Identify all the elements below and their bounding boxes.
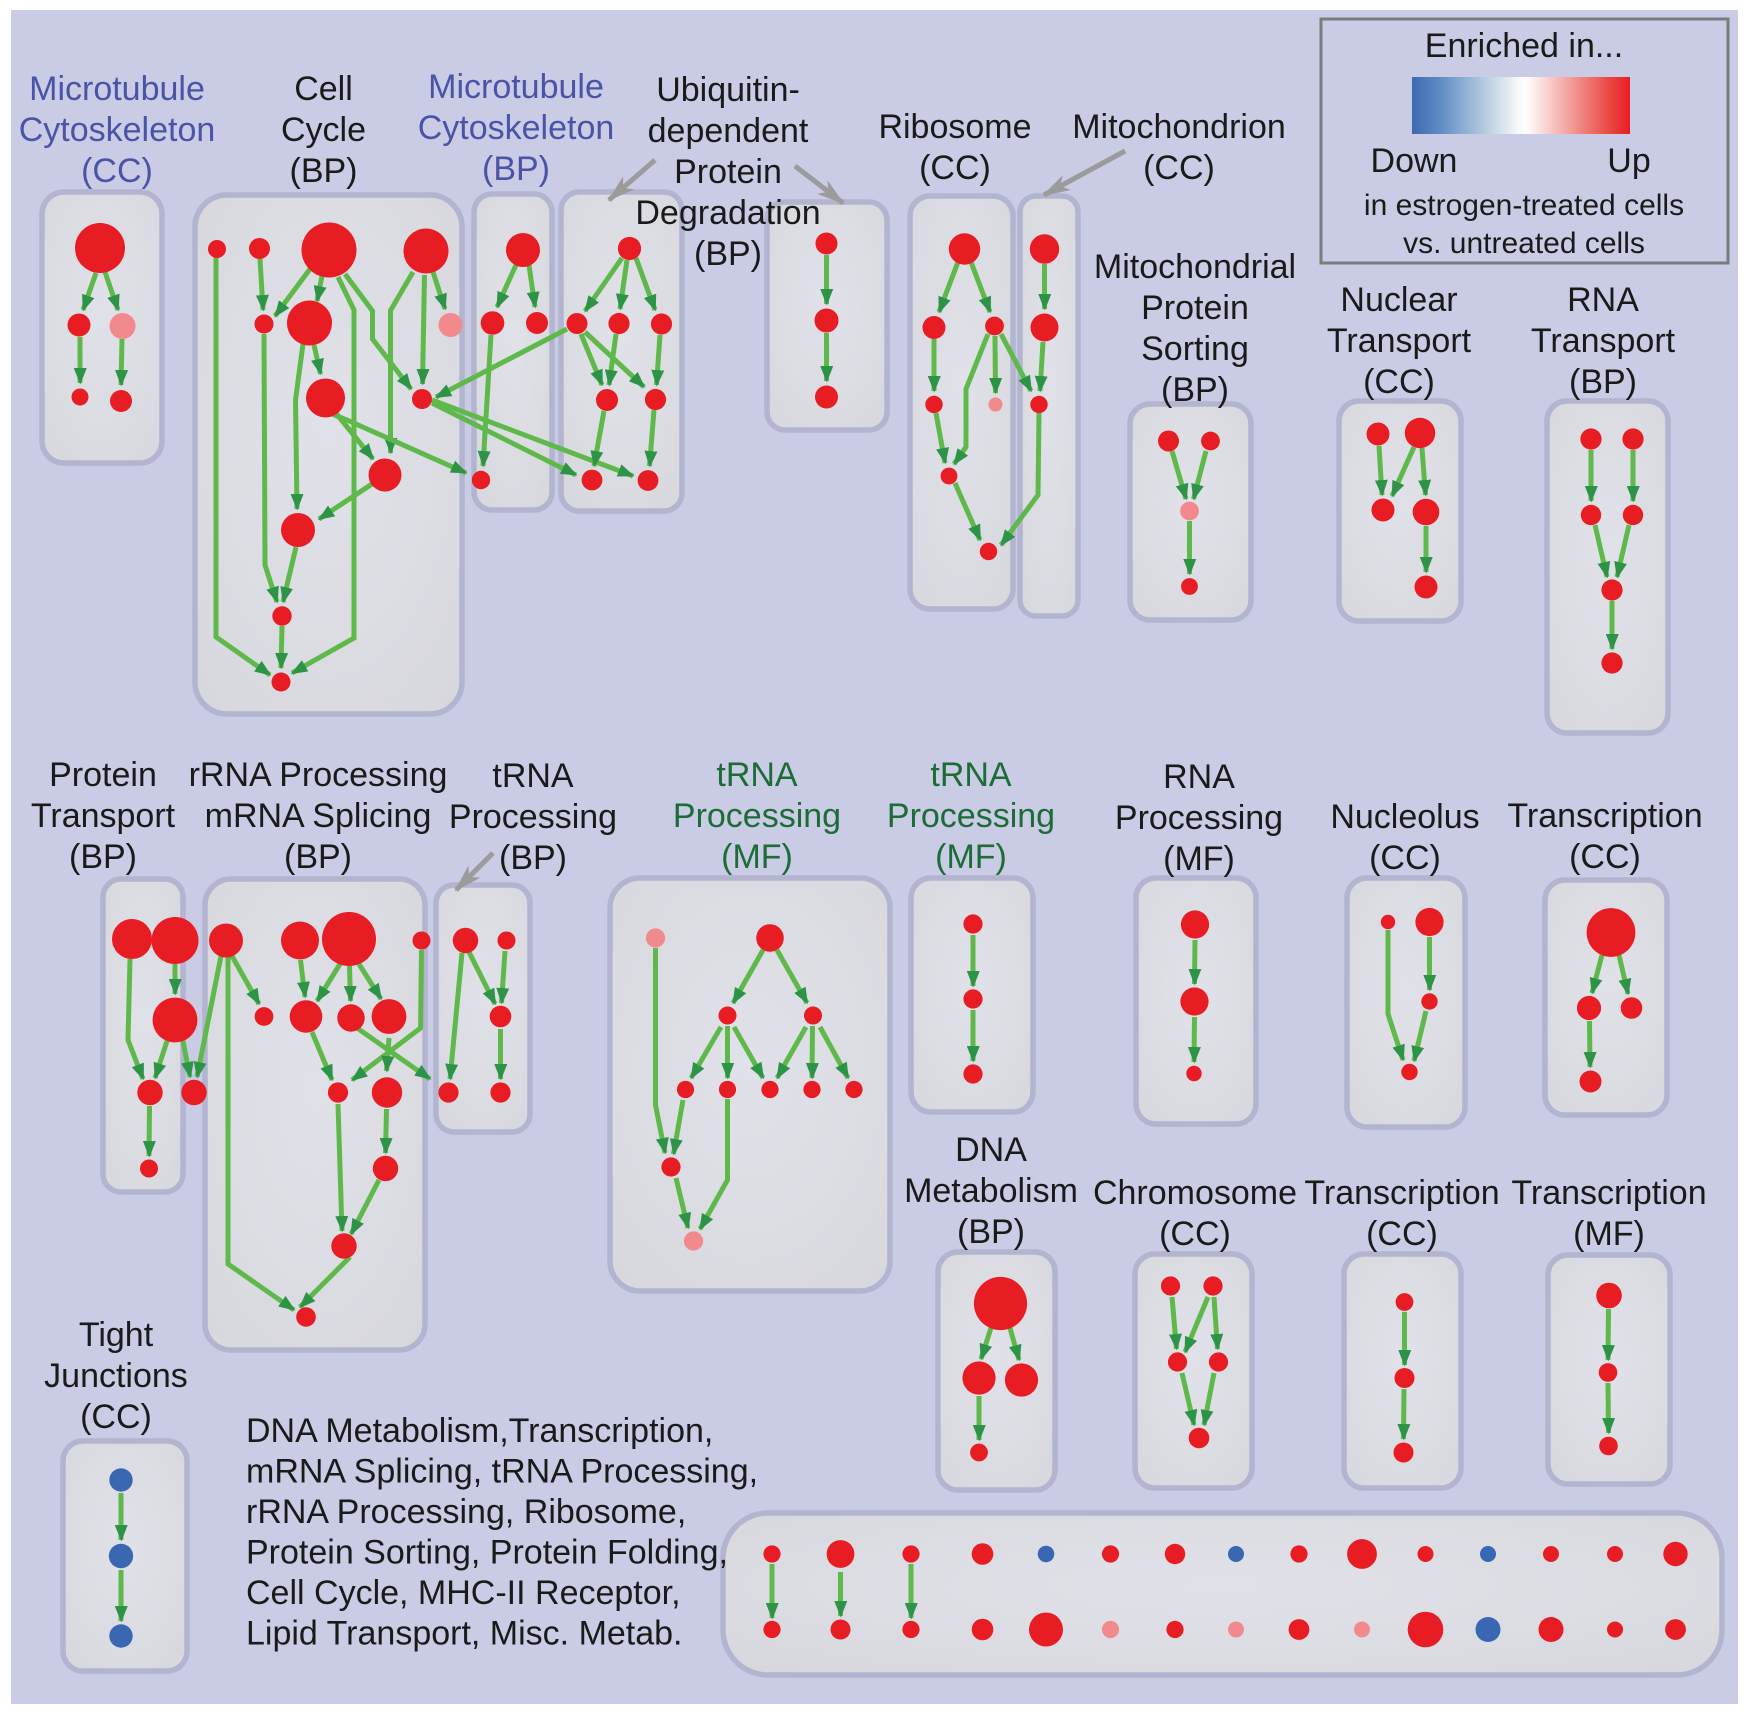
svg-text:rRNA Processing, Ribosome,: rRNA Processing, Ribosome, — [246, 1493, 686, 1531]
svg-text:Processing: Processing — [673, 797, 841, 835]
svg-text:Protein: Protein — [49, 756, 157, 794]
svg-text:(MF): (MF) — [1573, 1215, 1645, 1253]
svg-text:mRNA Splicing, tRNA Processing: mRNA Splicing, tRNA Processing, — [246, 1453, 758, 1491]
svg-text:(CC): (CC) — [1569, 838, 1641, 876]
svg-text:Transcription: Transcription — [1507, 797, 1702, 835]
svg-text:(CC): (CC) — [80, 1398, 152, 1436]
svg-text:vs. untreated cells: vs. untreated cells — [1403, 227, 1645, 260]
svg-text:RNA: RNA — [1163, 758, 1235, 796]
svg-text:(MF): (MF) — [721, 838, 793, 876]
svg-text:Degradation: Degradation — [635, 194, 820, 232]
svg-text:Cytoskeleton: Cytoskeleton — [19, 111, 216, 149]
svg-text:Cytoskeleton: Cytoskeleton — [418, 109, 615, 147]
svg-text:(CC): (CC) — [1159, 1215, 1231, 1253]
svg-text:Enriched in...: Enriched in... — [1425, 27, 1623, 65]
svg-text:Processing: Processing — [1115, 799, 1283, 837]
svg-text:Junctions: Junctions — [44, 1357, 188, 1395]
svg-text:Protein Sorting, Protein Foldi: Protein Sorting, Protein Folding, — [246, 1534, 728, 1572]
svg-text:(CC): (CC) — [1143, 149, 1215, 187]
svg-text:(CC): (CC) — [1369, 839, 1441, 877]
svg-text:Microtubule: Microtubule — [29, 70, 205, 108]
svg-text:Lipid Transport, Misc. Metab.: Lipid Transport, Misc. Metab. — [246, 1615, 683, 1653]
svg-text:in estrogen-treated cells: in estrogen-treated cells — [1364, 189, 1684, 222]
svg-text:(CC): (CC) — [1363, 363, 1435, 401]
svg-text:DNA: DNA — [955, 1131, 1027, 1169]
svg-text:rRNA Processing: rRNA Processing — [189, 756, 448, 794]
svg-text:Microtubule: Microtubule — [428, 68, 604, 106]
svg-text:Tight: Tight — [79, 1316, 154, 1354]
svg-text:(BP): (BP) — [284, 838, 352, 876]
svg-text:Transport: Transport — [1531, 322, 1676, 360]
svg-text:Up: Up — [1607, 142, 1650, 180]
svg-text:(MF): (MF) — [935, 838, 1007, 876]
svg-text:(BP): (BP) — [69, 838, 137, 876]
svg-text:Cell Cycle, MHC-II Receptor,: Cell Cycle, MHC-II Receptor, — [246, 1574, 681, 1612]
svg-text:(BP): (BP) — [499, 839, 567, 877]
svg-text:(BP): (BP) — [1569, 363, 1637, 401]
svg-text:Chromosome: Chromosome — [1093, 1174, 1297, 1212]
svg-text:mRNA Splicing: mRNA Splicing — [205, 797, 432, 835]
svg-text:Transcription: Transcription — [1304, 1174, 1499, 1212]
svg-text:tRNA: tRNA — [930, 756, 1012, 794]
svg-text:dependent: dependent — [648, 112, 809, 150]
svg-text:DNA Metabolism,Transcription,: DNA Metabolism,Transcription, — [246, 1412, 713, 1450]
svg-text:tRNA: tRNA — [492, 757, 574, 795]
svg-text:Cell: Cell — [294, 70, 353, 108]
svg-text:(CC): (CC) — [81, 152, 153, 190]
svg-text:Mitochondrion: Mitochondrion — [1072, 108, 1286, 146]
svg-text:Nuclear: Nuclear — [1340, 281, 1457, 319]
svg-text:tRNA: tRNA — [716, 756, 798, 794]
svg-text:Transcription: Transcription — [1511, 1174, 1706, 1212]
svg-text:Mitochondrial: Mitochondrial — [1094, 248, 1296, 286]
svg-text:(BP): (BP) — [694, 235, 762, 273]
svg-text:(BP): (BP) — [290, 152, 358, 190]
svg-text:(BP): (BP) — [957, 1213, 1025, 1251]
svg-text:Protein: Protein — [1141, 289, 1249, 327]
svg-text:Transport: Transport — [31, 797, 176, 835]
svg-text:Metabolism: Metabolism — [904, 1172, 1078, 1210]
svg-text:Protein: Protein — [674, 153, 782, 191]
svg-text:Ribosome: Ribosome — [878, 108, 1031, 146]
svg-text:RNA: RNA — [1567, 281, 1639, 319]
svg-text:(CC): (CC) — [919, 149, 991, 187]
svg-text:Processing: Processing — [887, 797, 1055, 835]
svg-text:(BP): (BP) — [482, 150, 550, 188]
svg-text:(BP): (BP) — [1161, 371, 1229, 409]
svg-text:(MF): (MF) — [1163, 840, 1235, 878]
svg-text:Ubiquitin-: Ubiquitin- — [656, 71, 800, 109]
svg-text:Down: Down — [1371, 142, 1458, 180]
svg-text:(CC): (CC) — [1366, 1215, 1438, 1253]
svg-text:Nucleolus: Nucleolus — [1330, 798, 1479, 836]
svg-text:Cycle: Cycle — [281, 111, 366, 149]
svg-text:Processing: Processing — [449, 798, 617, 836]
svg-text:Sorting: Sorting — [1141, 330, 1249, 368]
svg-text:Transport: Transport — [1327, 322, 1472, 360]
